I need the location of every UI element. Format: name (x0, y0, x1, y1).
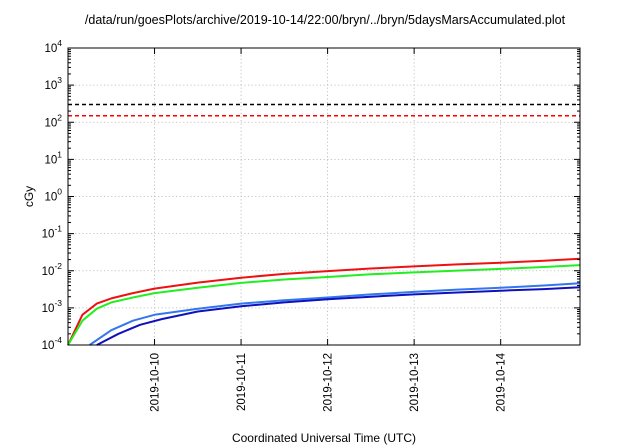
y-tick-label: 104 (44, 38, 62, 55)
series-line (89, 282, 581, 346)
reference-lines (68, 103, 580, 117)
x-axis-label: Coordinated Universal Time (UTC) (232, 431, 416, 445)
x-tick-label: 2019-10-10 (150, 353, 162, 412)
y-tick-label: 10-4 (42, 335, 63, 352)
y-tick-label: 101 (44, 149, 62, 166)
x-tick-label: 2019-10-11 (236, 353, 248, 411)
y-tick-label: 103 (44, 75, 62, 92)
series-line (67, 257, 581, 346)
chart-title: /data/run/goesPlots/archive/2019-10-14/2… (85, 13, 566, 27)
y-tick-label: 10-1 (42, 224, 63, 241)
series-line (67, 264, 581, 346)
series-line (96, 286, 581, 346)
series-lines (67, 257, 581, 346)
y-tick-label: 10-2 (42, 261, 63, 278)
x-tick-label: 2019-10-12 (323, 353, 335, 412)
axis-ticks: 104 103 102 101 100 10-1 10-2 10-3 10-4 2019-10-1… (42, 38, 580, 412)
y-axis-label: cGy (22, 186, 36, 207)
y-tick-label: 100 (44, 187, 62, 204)
x-tick-label: 2019-10-13 (409, 353, 421, 412)
y-tick-label: 102 (44, 112, 62, 129)
y-tick-label: 10-3 (42, 298, 63, 315)
x-tick-label: 2019-10-14 (496, 352, 508, 411)
